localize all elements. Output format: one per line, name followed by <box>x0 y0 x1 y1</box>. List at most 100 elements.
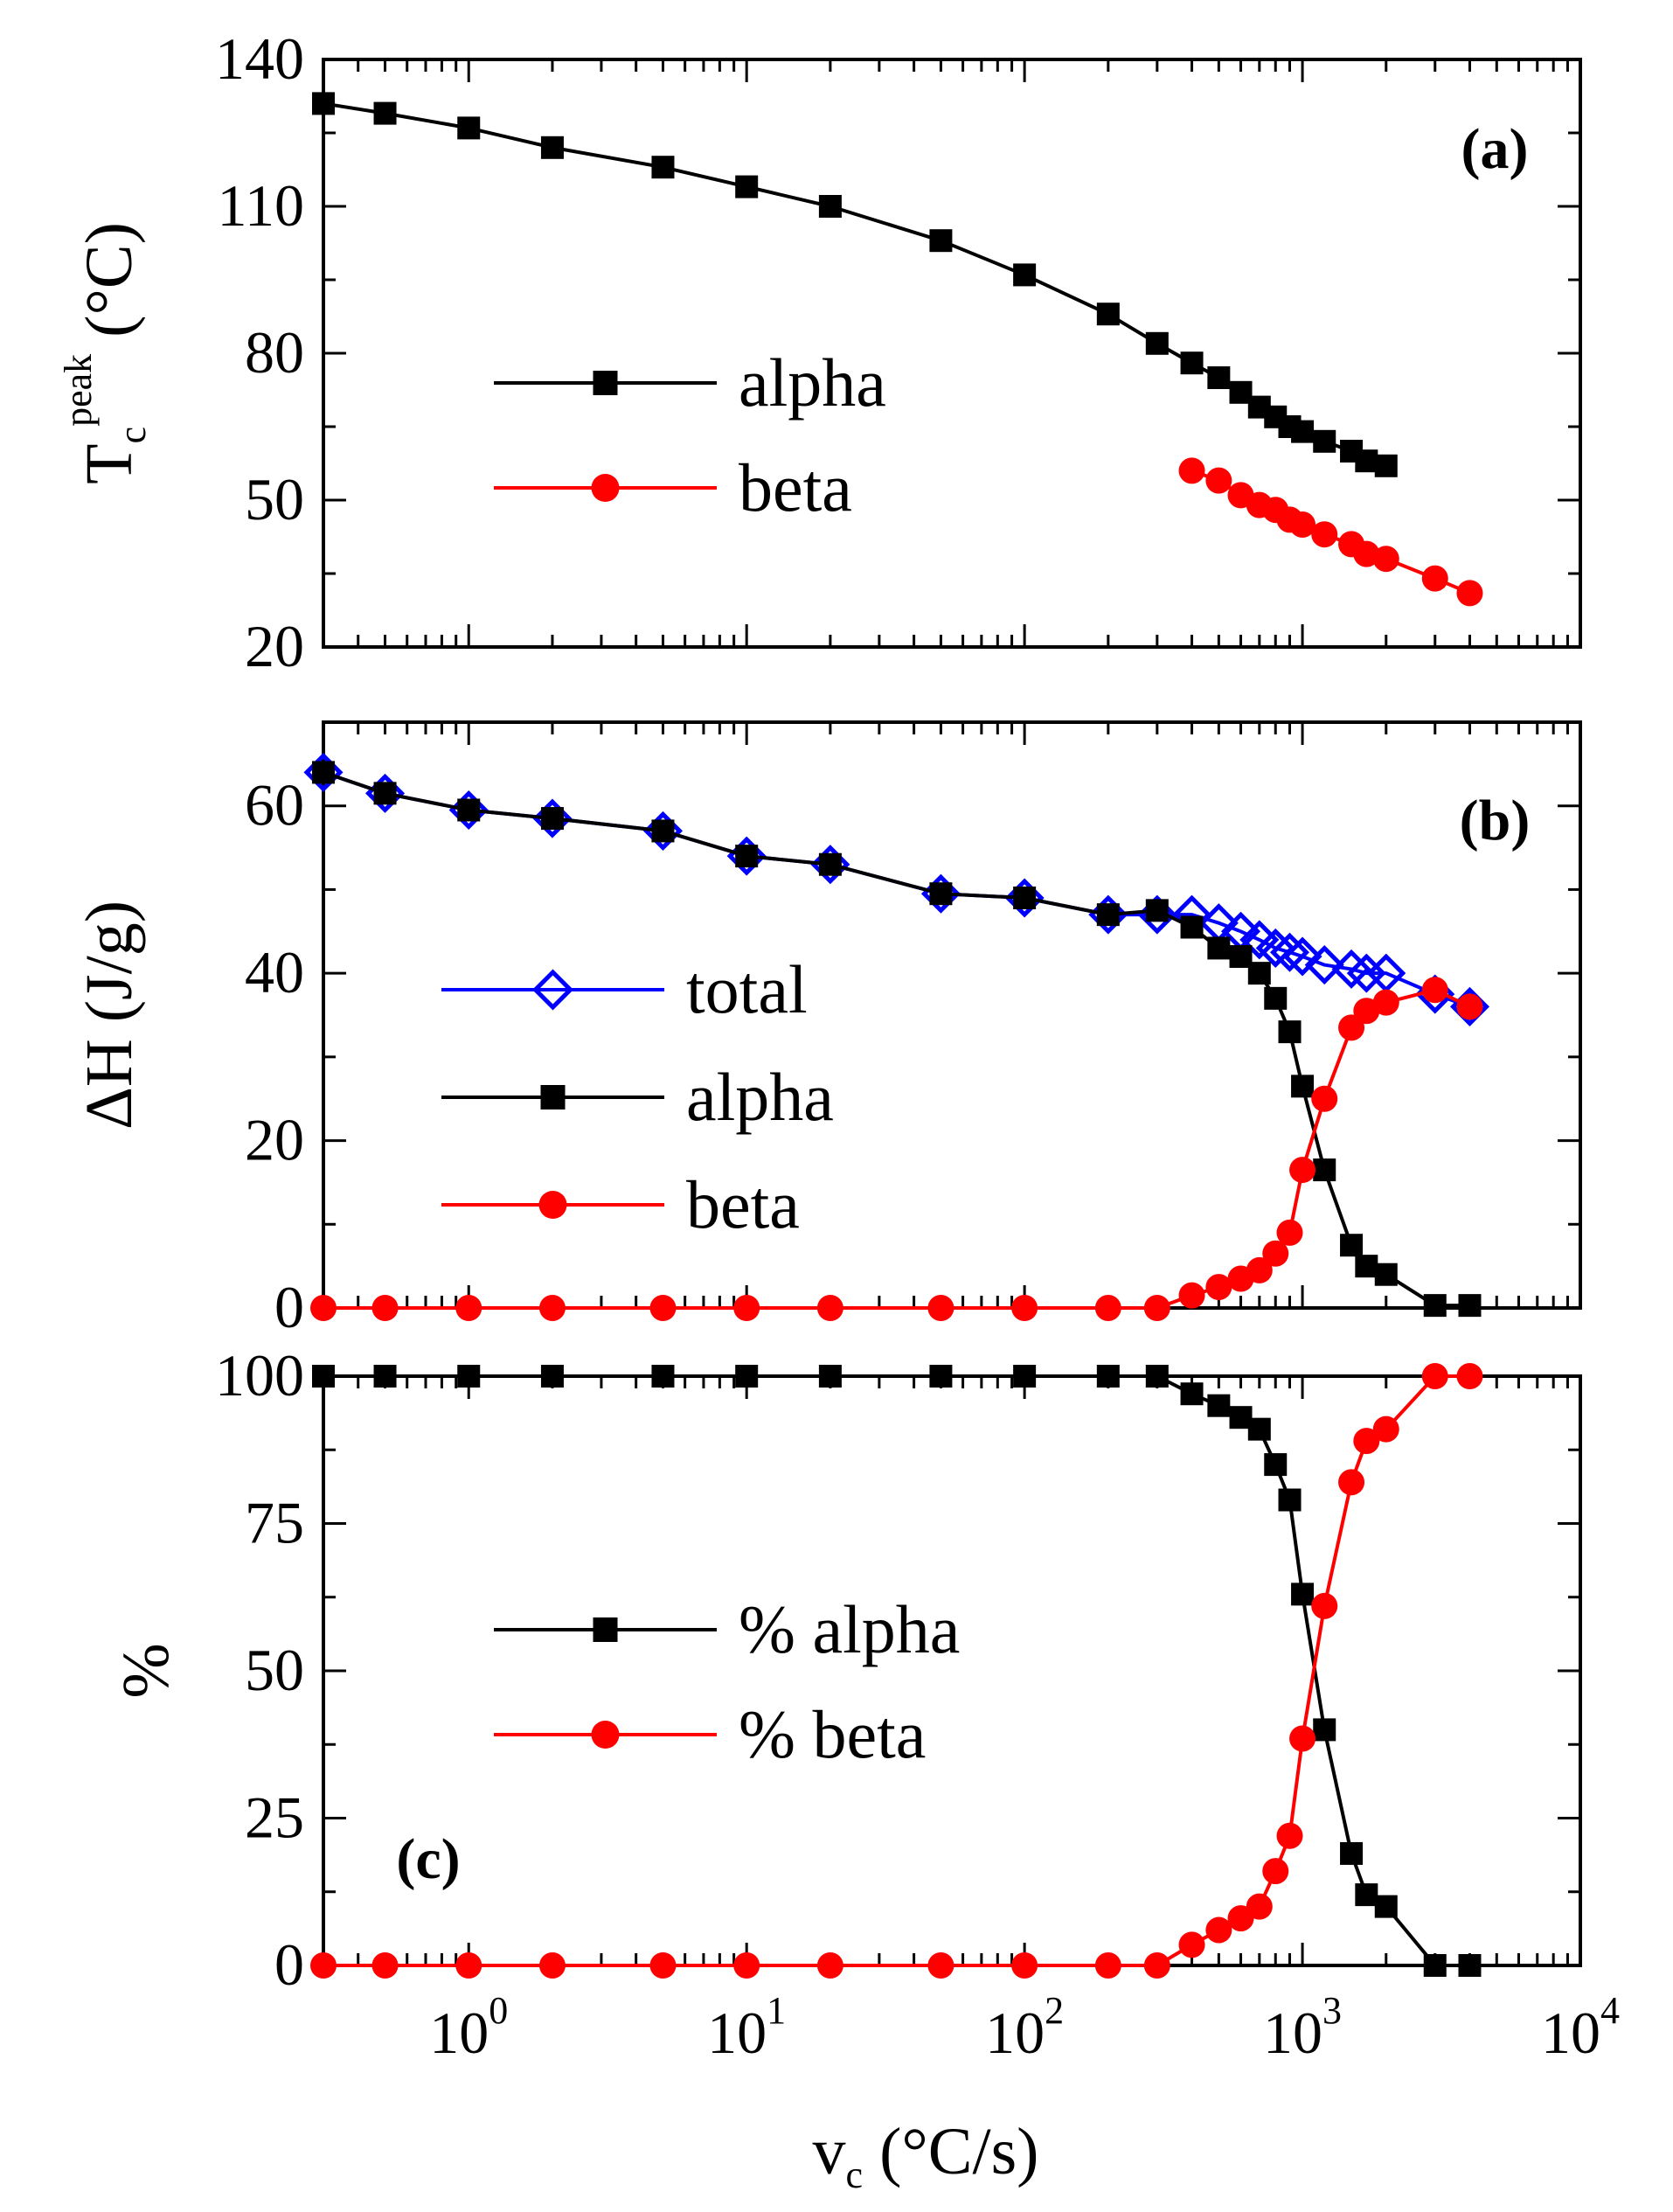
y-tick-label: 100 <box>215 1342 304 1409</box>
data-point <box>1264 1453 1288 1477</box>
data-point <box>1269 932 1310 972</box>
data-point <box>1207 366 1231 389</box>
legend-marker <box>538 1191 567 1219</box>
data-point <box>1264 986 1288 1010</box>
legend-marker <box>593 1617 618 1642</box>
x-tick-label-exp: 3 <box>1322 1989 1342 2032</box>
panel-label: (b) <box>1460 789 1531 852</box>
y-tick-label: 75 <box>245 1490 304 1556</box>
x-tick-label-exp: 1 <box>767 1989 786 2032</box>
series-points <box>1178 457 1483 607</box>
data-point <box>929 1365 953 1388</box>
legend-marker <box>593 371 618 395</box>
y-axis-title-main: % <box>109 1643 183 1698</box>
data-point <box>1143 1952 1170 1979</box>
data-point <box>1353 1428 1380 1455</box>
data-point <box>1205 467 1232 494</box>
y-axis-title-sup: peak <box>57 354 100 427</box>
data-point <box>1013 263 1037 287</box>
data-point <box>1456 1363 1483 1389</box>
plot-frame <box>322 1374 1582 1967</box>
data-point <box>373 1365 397 1388</box>
data-point <box>373 101 397 125</box>
data-point <box>1291 1582 1315 1606</box>
data-point <box>1180 1382 1204 1406</box>
y-ticks <box>323 1374 1580 1967</box>
data-point <box>373 782 397 805</box>
data-point <box>1423 1954 1447 1977</box>
data-point <box>1311 1085 1338 1112</box>
data-point <box>818 195 842 218</box>
data-point <box>1313 429 1336 453</box>
data-point <box>1353 998 1380 1025</box>
x-tick-label-exp: 2 <box>1045 1989 1064 2032</box>
data-point <box>457 1365 481 1388</box>
y-tick-label: 25 <box>245 1784 304 1851</box>
data-point <box>1205 1274 1232 1301</box>
data-point <box>455 1295 482 1321</box>
data-point <box>735 1365 759 1388</box>
data-point <box>1180 915 1204 939</box>
data-point <box>457 798 481 822</box>
data-point <box>733 1295 760 1321</box>
x-ticks <box>322 1376 1582 1965</box>
panel-label: (a) <box>1461 117 1529 181</box>
data-point <box>1338 1469 1365 1496</box>
data-point <box>735 845 759 868</box>
data-point <box>1013 887 1037 909</box>
data-point <box>1178 1931 1205 1958</box>
data-point <box>1145 899 1169 922</box>
y-tick-label: 140 <box>215 25 304 92</box>
data-point <box>651 819 675 843</box>
data-point <box>1145 331 1169 355</box>
data-point <box>540 136 564 159</box>
data-point <box>927 1952 955 1979</box>
legend-label: % alpha <box>739 1591 960 1667</box>
data-point <box>1313 1158 1336 1182</box>
plot-frame <box>322 720 1582 1310</box>
data-point <box>1096 903 1120 927</box>
data-point <box>312 761 335 784</box>
y-tick-label: 0 <box>274 1931 304 1998</box>
legend-label: beta <box>739 449 852 525</box>
legend-label: alpha <box>739 344 886 421</box>
data-point <box>733 1952 760 1979</box>
data-point <box>1247 962 1271 985</box>
data-point <box>1372 546 1399 573</box>
data-point <box>1372 989 1399 1016</box>
legend-marker <box>591 474 620 502</box>
y-tick-label: 60 <box>245 772 304 838</box>
x-tick-label-base: 10 <box>1541 2000 1600 2066</box>
x-tick-label-base: 10 <box>707 2000 767 2066</box>
data-point <box>649 1295 677 1321</box>
data-point <box>1313 1718 1336 1742</box>
x-tick-label-base: 10 <box>985 2000 1045 2066</box>
x-tick-label: 102 <box>985 1989 1064 2066</box>
data-point <box>1094 1952 1121 1979</box>
data-point <box>818 1365 842 1388</box>
legend-label: % beta <box>739 1696 926 1772</box>
y-tick-label: 110 <box>218 172 304 239</box>
data-point <box>929 229 953 253</box>
x-tick-label-exp: 4 <box>1600 1989 1620 2032</box>
legend-label: total <box>686 951 808 1027</box>
legend: alpha beta <box>494 344 886 525</box>
data-point <box>1289 1725 1316 1752</box>
data-point <box>1246 1893 1273 1920</box>
data-point <box>816 1952 843 1979</box>
data-point <box>1304 945 1344 985</box>
data-point <box>1374 1895 1398 1918</box>
legend: % alpha % beta <box>494 1591 960 1772</box>
y-axis-title: ΔH (J/g) <box>73 901 146 1130</box>
data-point <box>651 1365 675 1388</box>
data-point <box>1421 977 1448 1004</box>
series-line-alpha <box>323 1374 1470 1967</box>
data-point <box>1247 1417 1271 1441</box>
x-axis-title-sub: c <box>846 2153 864 2196</box>
data-point <box>1178 1282 1205 1309</box>
data-point <box>1340 1841 1364 1865</box>
data-point <box>1276 1822 1303 1849</box>
series-group <box>312 92 1483 607</box>
data-point <box>1458 1294 1482 1318</box>
